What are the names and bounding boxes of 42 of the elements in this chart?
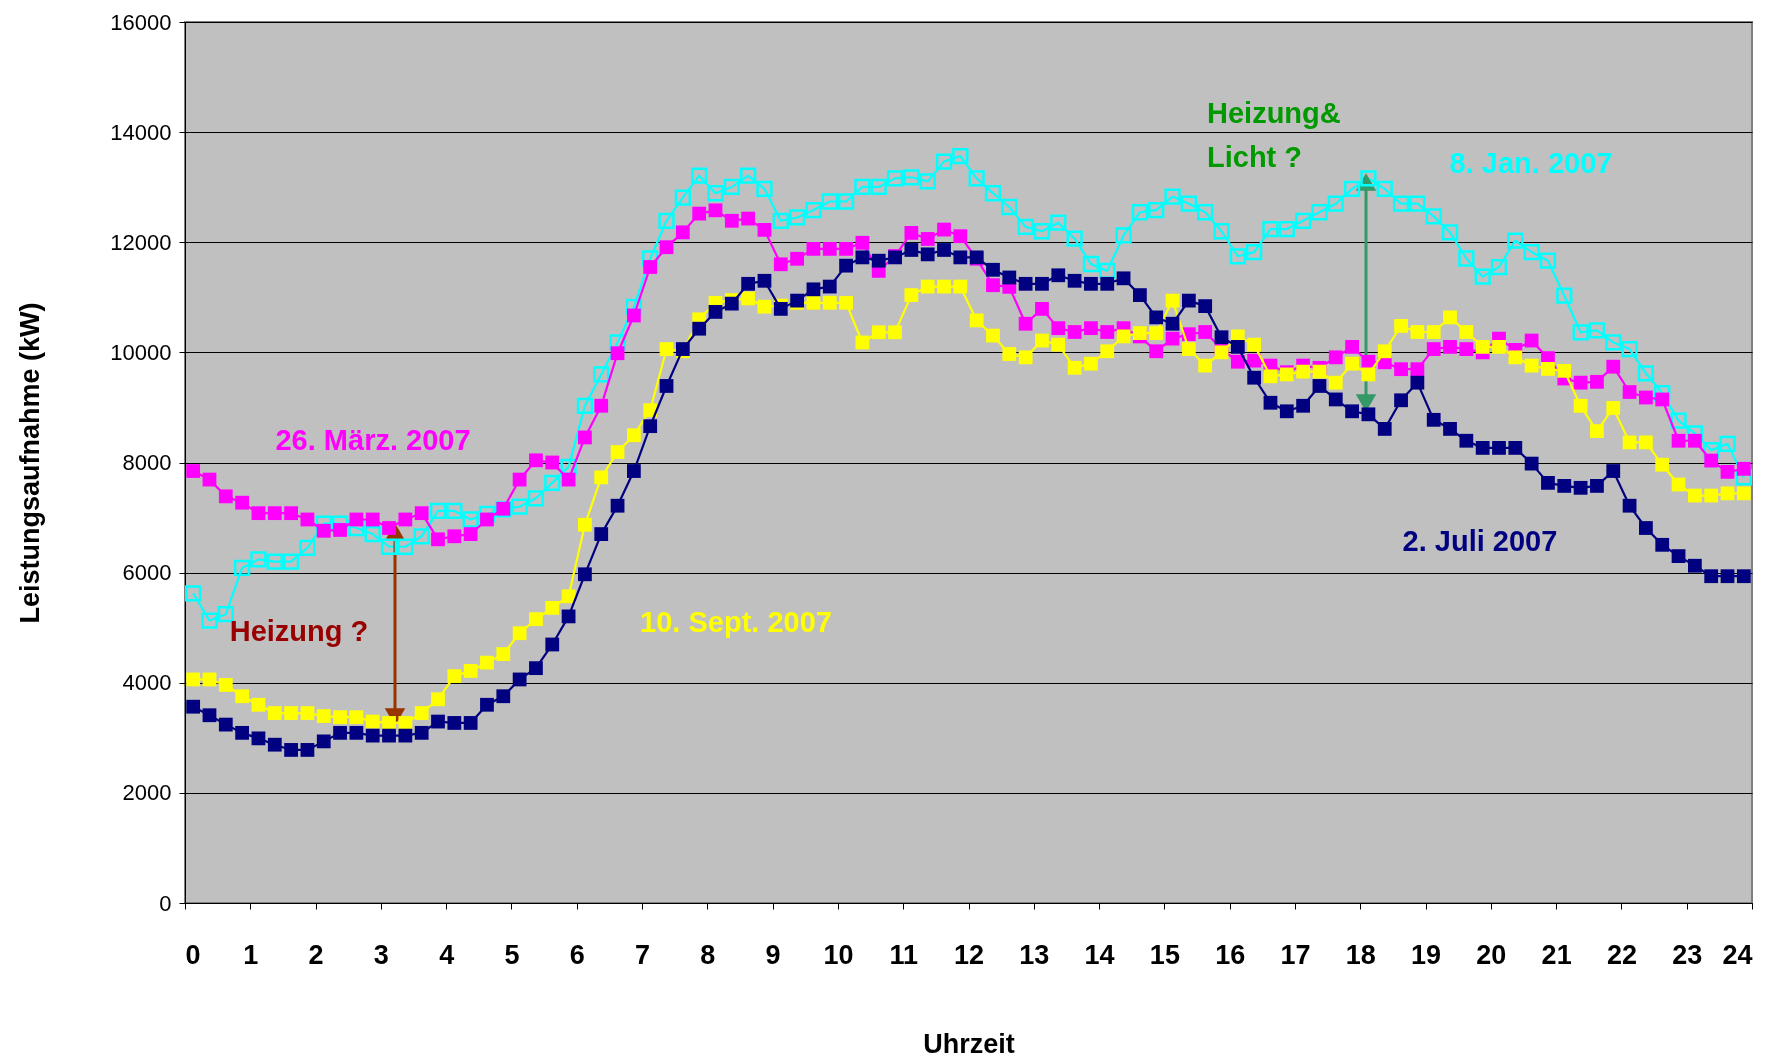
x-tick-label: 1 [243,939,259,970]
y-tick-label: 8000 [122,450,172,475]
y-tick-label: 6000 [122,560,172,586]
series-label: 8. Jan. 2007 [1449,147,1613,179]
series-label: 2. Juli 2007 [1402,525,1558,557]
x-tick-label: 18 [1345,939,1376,970]
x-tick-label: 4 [439,939,455,970]
x-axis-title: Uhrzeit [923,1028,1015,1059]
x-tick-label: 5 [504,939,520,970]
text: 10. Sept. 2007 [640,606,832,638]
y-tick-label: 10000 [110,339,172,365]
x-tick-label: 16 [1215,939,1246,970]
x-tick-label: 22 [1606,939,1637,970]
x-tick-label: 23 [1672,939,1703,970]
y-tick-label: 12000 [110,229,172,255]
y-tick-label: 0 [159,890,172,916]
x-tick-label: 12 [953,939,985,970]
x-tick-label: 7 [635,939,651,970]
y-tick-label: 16000 [110,9,172,35]
y-tick-label: 14000 [110,119,172,145]
x-tick-label: 20 [1476,939,1507,970]
x-tick-label: 17 [1280,939,1311,970]
x-tick-label: 6 [569,939,585,970]
x-tick-label: 13 [1019,939,1050,970]
annotation: Heizung& Licht ? [1207,97,1341,173]
x-tick-label: 0 [185,939,201,970]
x-tick-label: 14 [1084,939,1115,970]
y-tick-label: 2000 [122,780,172,806]
y-axis-title: Leistungsaufnahme (kW) [15,302,46,624]
series-label: 26. März. 2007 [275,424,471,456]
x-tick-label: 24 [1722,939,1753,970]
x-tick-label: 9 [765,939,781,970]
annotation: Heizung ? [229,615,369,647]
x-tick-label: 2 [308,939,324,970]
x-tick-label: 15 [1149,939,1180,970]
x-tick-label: 8 [700,939,716,970]
x-tick-label: 3 [373,939,389,970]
x-tick-label: 19 [1411,939,1442,970]
y-tick-label: 4000 [122,670,172,696]
x-tick-label: 10 [823,939,854,970]
x-tick-label: 21 [1541,939,1572,970]
x-tick-label: 11 [889,939,918,970]
